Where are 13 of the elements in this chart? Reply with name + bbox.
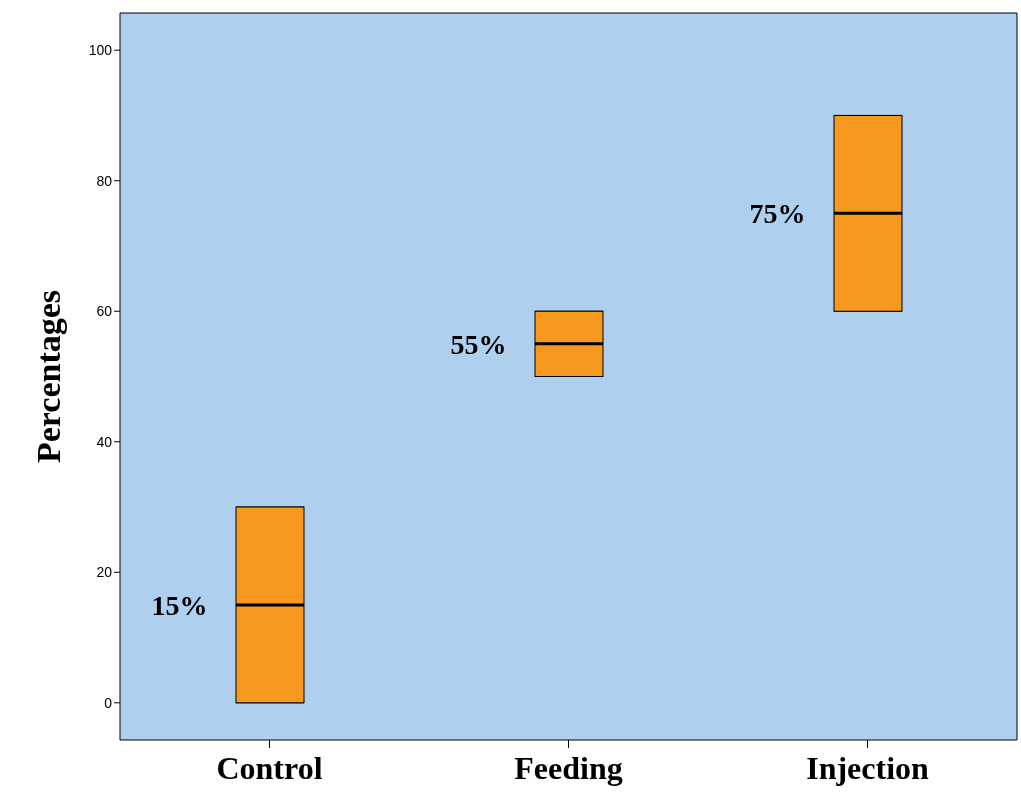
y-tick-label: 80 [96,172,113,189]
annotation: 55% [450,328,507,360]
annotation: 15% [151,589,208,621]
annotation: 75% [749,198,806,230]
x-tick-label: Feeding [514,749,623,786]
y-tick-label: 100 [88,42,113,59]
y-tick-label: 20 [96,564,113,581]
x-tick-label: Injection [806,749,930,786]
y-tick-label: 40 [96,433,113,450]
x-tick-label: Control [216,749,323,786]
y-tick-label: 0 [104,694,113,711]
y-axis-title: Percentages [30,289,68,464]
y-tick-label: 60 [96,303,113,320]
